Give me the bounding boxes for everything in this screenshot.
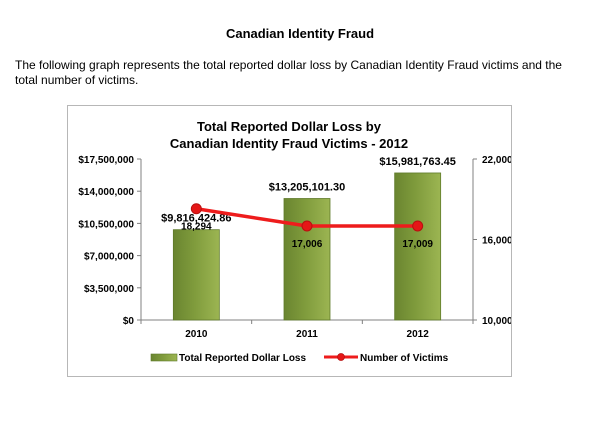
chart-container: Total Reported Dollar Loss by Canadian Id… xyxy=(67,105,512,377)
victims-data-label: 17,006 xyxy=(292,239,323,250)
left-axis-tick-label: $3,500,000 xyxy=(84,284,134,295)
right-axis-tick-label: 22,000 xyxy=(482,155,511,166)
right-axis-tick-label: 10,000 xyxy=(482,316,511,327)
bar xyxy=(172,229,220,321)
legend-bar-swatch xyxy=(150,353,178,362)
bar xyxy=(394,172,442,321)
bar-data-label: $15,981,763.45 xyxy=(379,156,455,168)
legend-bar-label: Total Reported Dollar Loss xyxy=(179,353,306,364)
bar-data-label: $13,205,101.30 xyxy=(269,182,345,194)
legend-line-label: Number of Victims xyxy=(360,353,449,364)
left-axis-tick-label: $7,000,000 xyxy=(84,252,134,263)
victims-marker xyxy=(301,220,313,232)
document-title: Canadian Identity Fraud xyxy=(225,26,375,41)
bar-data-label: $9,816,424.86 xyxy=(161,213,231,225)
victims-marker xyxy=(190,203,202,215)
right-axis-tick-label: 16,000 xyxy=(482,236,511,247)
chart-svg: Total Reported Dollar Loss by Canadian Id… xyxy=(78,119,511,364)
x-axis-category-label: 2012 xyxy=(407,329,430,340)
x-axis-category-label: 2010 xyxy=(185,329,208,340)
chart-title-line: Canadian Identity Fraud Victims - 2012 xyxy=(170,136,408,151)
document-intro: The following graph represents the total… xyxy=(15,58,562,87)
x-axis-category-label: 2011 xyxy=(296,329,318,340)
bar xyxy=(283,198,331,321)
left-axis-tick-label: $0 xyxy=(123,316,135,327)
victims-data-label: 18,294 xyxy=(181,222,212,233)
victims-marker xyxy=(412,220,424,232)
left-axis-tick-label: $10,500,000 xyxy=(78,219,134,230)
legend-line-marker xyxy=(337,353,345,361)
victims-data-label: 17,009 xyxy=(402,239,433,250)
left-axis-tick-label: $17,500,000 xyxy=(78,155,134,166)
left-axis-tick-label: $14,000,000 xyxy=(78,187,134,198)
chart-title-line: Total Reported Dollar Loss by xyxy=(197,119,382,134)
